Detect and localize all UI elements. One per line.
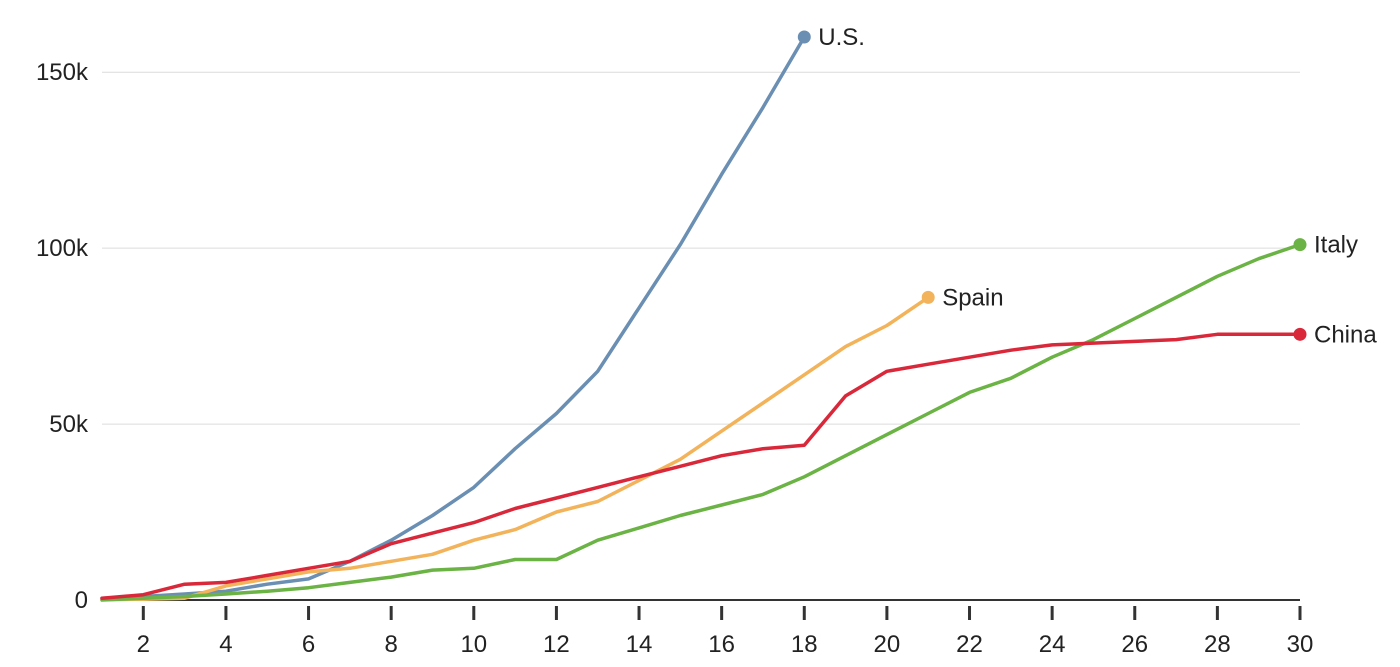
y-tick-label: 0 [75, 587, 88, 614]
x-axis: 2 4 6 8 10 12 14 16 18 20 22 24 26 28 30 [102, 599, 1314, 658]
x-tick-label: 22 [956, 631, 983, 658]
y-tick-label: 50k [49, 411, 89, 438]
series-end-point-italy [1293, 238, 1307, 252]
x-tick-label: 10 [460, 631, 487, 658]
x-tick-label: 8 [384, 631, 397, 658]
x-tick-label: 4 [219, 631, 232, 658]
series-end-point-china [1293, 327, 1307, 341]
series-label-italy: Italy [1314, 232, 1358, 259]
series-label-us: U.S. [818, 24, 865, 51]
series-line-china [100, 332, 1302, 600]
x-tick-label: 18 [791, 631, 818, 658]
series-label-china: China [1314, 321, 1377, 348]
series-line-us [100, 35, 807, 600]
gridlines [102, 71, 1300, 425]
x-tick-label: 2 [137, 631, 150, 658]
x-tick-label: 24 [1039, 631, 1066, 658]
series-end-point-spain [921, 290, 935, 304]
series-labels: U.S. Spain Italy China [818, 24, 1377, 348]
series-lines [100, 30, 1307, 602]
x-tick-label: 30 [1287, 631, 1314, 658]
y-tick-label: 150k [36, 59, 89, 86]
x-tick-label: 16 [708, 631, 735, 658]
x-tick-label: 6 [302, 631, 315, 658]
x-tick-label: 28 [1204, 631, 1231, 658]
y-tick-label: 100k [36, 235, 89, 262]
x-tick-label: 12 [543, 631, 570, 658]
x-tick-label: 14 [626, 631, 653, 658]
series-end-point-us [797, 30, 811, 44]
x-tick-label: 20 [874, 631, 901, 658]
series-line-spain [100, 295, 930, 602]
series-label-spain: Spain [942, 284, 1003, 311]
y-axis-ticks: 0 50k 100k 150k [36, 59, 89, 614]
series-line-italy [100, 242, 1302, 602]
x-tick-label: 26 [1121, 631, 1148, 658]
